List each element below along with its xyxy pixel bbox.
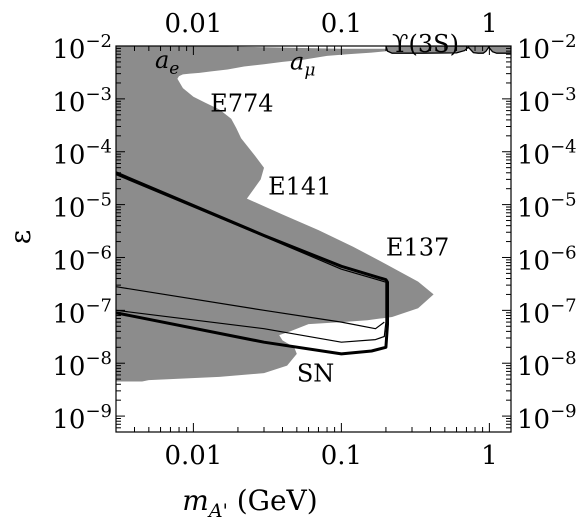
x-tick-label-bottom: 1	[481, 441, 498, 471]
curve-inner	[116, 286, 385, 330]
y-tick-label-left: 10−4	[52, 137, 112, 171]
y-tick-label-left: 10−7	[52, 295, 112, 329]
y-tick-label-right: 10−7	[517, 295, 577, 329]
annotation-label: E774	[210, 89, 273, 117]
y-tick-label-right: 10−5	[517, 190, 577, 224]
upsilon-3s-region	[385, 46, 511, 54]
y-tick-label-left: 10−5	[52, 190, 112, 224]
annotation-label: E137	[386, 233, 449, 261]
annotation-label: ϒ(3S)	[392, 30, 459, 58]
y-tick-label-right: 10−6	[517, 242, 577, 276]
annotation-label: SN	[297, 360, 334, 388]
plot-area	[116, 46, 511, 382]
y-tick-label-right: 10−3	[517, 84, 577, 118]
curve-outer-lower	[116, 171, 389, 356]
x-tick-label-bottom: 0.01	[164, 441, 222, 471]
x-tick-label-top: 1	[481, 9, 498, 39]
axis-ticks	[115, 46, 511, 433]
y-tick-label-right: 10−9	[517, 401, 577, 435]
x-tick-label-top: 0.1	[321, 9, 362, 39]
x-tick-label-bottom: 0.1	[321, 441, 362, 471]
region-annotations: ae aμ E774 E141 E137 ϒ(3S) SN	[155, 30, 459, 388]
curve-outer-upper	[116, 174, 387, 343]
y-tick-label-right: 10−8	[517, 348, 577, 382]
x-tick-label-top: 0.01	[164, 9, 222, 39]
y-tick-label-left: 10−2	[52, 31, 112, 65]
plot-border	[115, 45, 512, 433]
annotation-label: ae	[155, 46, 179, 79]
y-tick-label-left: 10−9	[52, 401, 112, 435]
excluded-region	[116, 46, 434, 382]
y-tick-label-left: 10−6	[52, 242, 112, 276]
x-axis-label: mA' (GeV)	[182, 484, 317, 522]
annotation-label: E141	[268, 173, 331, 201]
y-tick-label-right: 10−2	[517, 31, 577, 65]
plot-frame	[115, 45, 512, 433]
y-tick-label-left: 10−3	[52, 84, 112, 118]
y-axis-label: ε	[4, 230, 37, 245]
tick-labels: 0.01 0.1 1 0.01 0.1 1 10−2 10−2 10−3 10−3 10−4 10−4…	[52, 9, 576, 471]
y-tick-label-left: 10−8	[52, 348, 112, 382]
annotation-label: aμ	[290, 47, 315, 80]
y-tick-label-right: 10−4	[517, 137, 577, 171]
